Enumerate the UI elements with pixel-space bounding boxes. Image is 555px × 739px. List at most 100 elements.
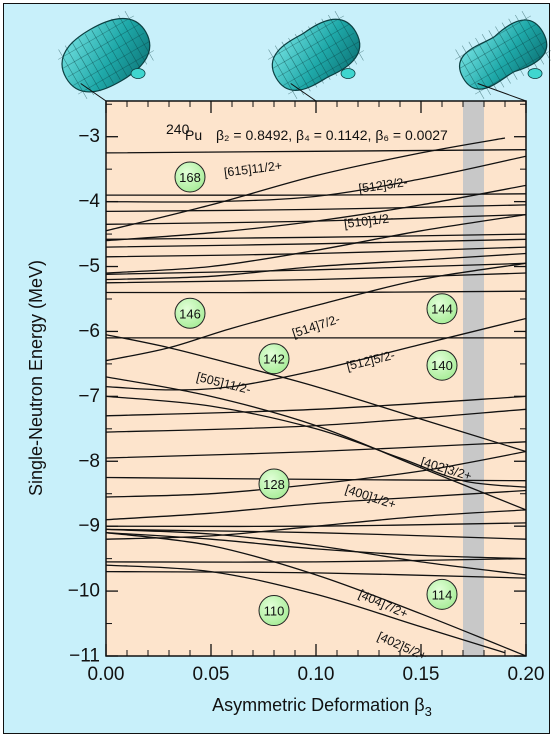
level-line-7 bbox=[106, 213, 526, 274]
level-line-31 bbox=[106, 528, 526, 576]
x-tick-label: 0.20 bbox=[508, 664, 545, 685]
level-line-13 bbox=[106, 272, 526, 284]
mesh-line bbox=[124, 11, 154, 61]
nucleus-tip bbox=[340, 68, 356, 79]
shape-pointer bbox=[80, 83, 107, 102]
mesh-line bbox=[68, 32, 144, 78]
mesh-line bbox=[268, 49, 298, 99]
mesh-line bbox=[501, 22, 531, 73]
mesh-line bbox=[334, 11, 364, 61]
mesh-line bbox=[111, 18, 141, 69]
nucleus-shape-2 bbox=[455, 11, 551, 102]
magic-number-114: 114 bbox=[426, 578, 458, 610]
x-tick-label: 0.10 bbox=[298, 664, 335, 685]
x-tick-label: 0.05 bbox=[193, 664, 230, 685]
mesh-line bbox=[294, 34, 324, 84]
level-line-2 bbox=[106, 193, 526, 196]
magic-number-142: 142 bbox=[258, 343, 290, 375]
magic-number-140: 140 bbox=[426, 349, 458, 381]
magic-numbers: 168 146 142 144 140 128 110 114 bbox=[174, 161, 458, 627]
magic-number-text: 146 bbox=[179, 306, 201, 321]
mesh-line bbox=[274, 45, 304, 96]
nucleus-shape-1 bbox=[268, 11, 364, 102]
mesh-line bbox=[488, 30, 518, 80]
level-line-3 bbox=[106, 155, 526, 203]
level-label-2: [510]1/2- bbox=[343, 211, 394, 231]
magic-circle bbox=[258, 468, 290, 500]
y-tick-label: −6 bbox=[78, 321, 100, 342]
level-line-35 bbox=[106, 564, 506, 654]
nucleus-shape-0 bbox=[58, 11, 154, 102]
level-line-10 bbox=[106, 246, 526, 258]
level-line-29 bbox=[106, 528, 526, 540]
level-line-30 bbox=[106, 532, 526, 560]
mesh-line bbox=[288, 37, 318, 88]
mesh-line bbox=[495, 26, 525, 76]
x-axis-title-main: Asymmetric Deformation β bbox=[212, 695, 424, 715]
magic-circle bbox=[174, 297, 206, 329]
y-tick-label: −5 bbox=[78, 256, 100, 277]
mesh-line bbox=[460, 24, 536, 69]
mesh-line bbox=[268, 15, 344, 60]
mesh-line bbox=[78, 50, 154, 95]
level-line-25 bbox=[106, 476, 526, 482]
y-axis-title: Single-Neutron Energy (MeV) bbox=[26, 260, 46, 496]
mesh-line bbox=[118, 14, 148, 65]
x-axis-title: Asymmetric Deformation β3 bbox=[212, 695, 432, 719]
mesh-line bbox=[321, 18, 351, 69]
mesh-line bbox=[481, 34, 511, 84]
level-line-8 bbox=[106, 233, 526, 240]
x-tick-label: 0.00 bbox=[88, 664, 125, 685]
shape-pointer bbox=[290, 83, 317, 102]
nucleus-surface bbox=[459, 19, 548, 90]
mesh-line bbox=[314, 22, 344, 73]
level-line-19 bbox=[106, 395, 526, 417]
magic-number-110: 110 bbox=[258, 595, 290, 627]
mesh-line bbox=[58, 15, 134, 60]
level-line-23 bbox=[106, 441, 526, 459]
level-line-6 bbox=[106, 213, 526, 225]
nuclear-shapes bbox=[58, 11, 551, 102]
mesh-line bbox=[104, 22, 134, 73]
mesh-line bbox=[508, 18, 538, 69]
level-line-4 bbox=[106, 204, 526, 213]
level-label-1: [512]3/2- bbox=[358, 175, 409, 196]
level-line-34 bbox=[106, 532, 526, 656]
mesh-line bbox=[468, 41, 498, 92]
level-line-18 bbox=[106, 317, 526, 391]
mesh-line bbox=[273, 24, 349, 69]
y-tick-label: −10 bbox=[68, 581, 100, 602]
level-line-28 bbox=[106, 509, 526, 540]
magic-number-text: 110 bbox=[264, 604, 285, 619]
level-line-9 bbox=[106, 238, 526, 248]
mesh-line bbox=[475, 37, 505, 88]
y-tick-label: −8 bbox=[78, 451, 100, 472]
shape-pointer bbox=[477, 83, 527, 102]
level-line-32 bbox=[106, 557, 526, 563]
mesh-line bbox=[71, 41, 101, 92]
level-line-33 bbox=[106, 570, 526, 579]
mesh-line bbox=[63, 24, 139, 69]
nucleus-tip bbox=[527, 68, 543, 79]
y-tick-label: −4 bbox=[78, 191, 100, 212]
y-tick-label: −11 bbox=[69, 646, 100, 667]
level-line-24 bbox=[106, 450, 526, 498]
mesh-line bbox=[58, 49, 88, 99]
x-tick-label: 0.15 bbox=[403, 664, 440, 685]
mesh-line bbox=[328, 14, 358, 65]
level-line-0 bbox=[106, 149, 526, 154]
magic-number-144: 144 bbox=[426, 293, 458, 325]
magic-circle bbox=[426, 293, 458, 325]
magic-circle bbox=[174, 161, 206, 193]
y-tick-label: −9 bbox=[78, 516, 100, 537]
magic-number-text: 114 bbox=[432, 587, 453, 602]
mesh-line bbox=[84, 34, 114, 84]
mesh-line bbox=[455, 15, 531, 60]
magic-circle bbox=[426, 349, 458, 381]
magic-circle bbox=[258, 595, 290, 627]
mesh-line bbox=[515, 14, 545, 65]
mesh-line bbox=[281, 41, 311, 92]
axis-ticks: −3 −4 −5 −6 −7 −8 −9 −10 −110.00 0.05 0.10 0.15 0.20 bbox=[68, 101, 545, 685]
magic-number-text: 142 bbox=[263, 352, 285, 367]
mesh-line bbox=[283, 41, 359, 86]
